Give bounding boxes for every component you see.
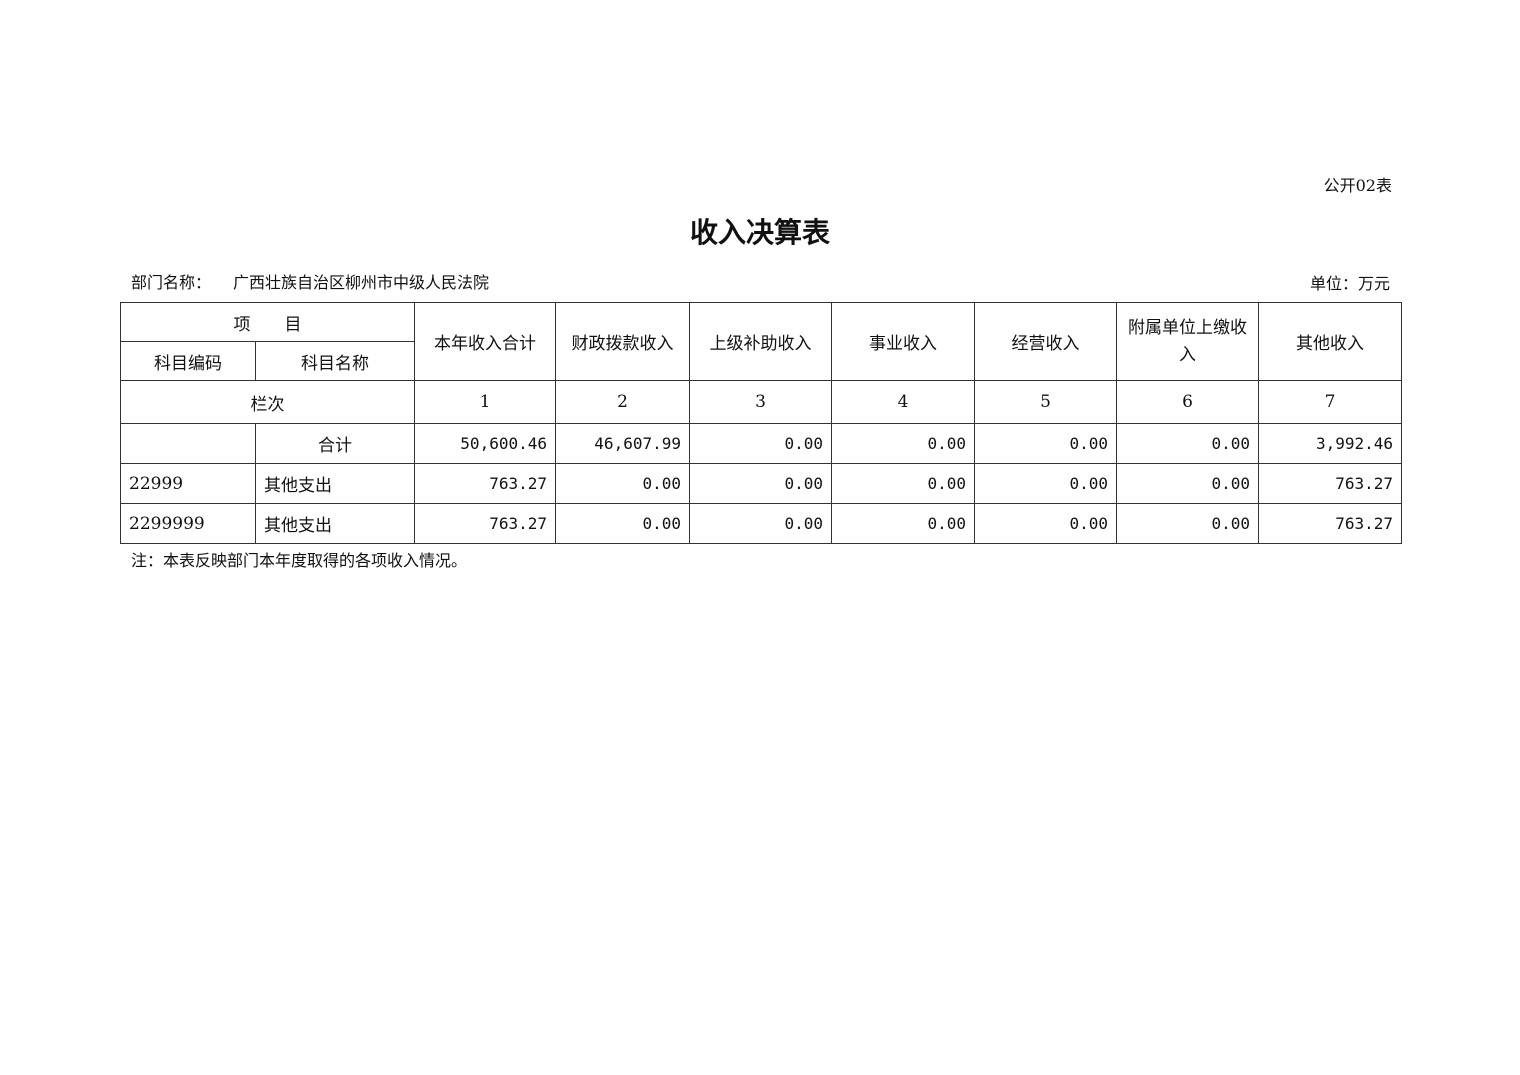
value-cell: 0.00 — [555, 463, 690, 504]
header-col: 其他收入 — [1258, 302, 1402, 381]
value-cell: 0.00 — [689, 423, 832, 464]
value-cell: 0.00 — [1116, 463, 1259, 504]
header-row: 科目编码 科目名称 — [120, 341, 1402, 381]
header-row: 项 目 本年收入合计 财政拨款收入 上级补助收入 事业收入 经营收入 附属单位上… — [120, 302, 1402, 381]
value-cell: 0.00 — [974, 423, 1117, 464]
value-cell: 763.27 — [414, 463, 556, 504]
value-cell: 0.00 — [974, 503, 1117, 544]
value-cell: 763.27 — [1258, 503, 1402, 544]
department-label: 部门名称： — [131, 273, 212, 292]
seq-cell: 3 — [689, 380, 832, 424]
seq-cell: 1 — [414, 380, 556, 424]
header-item: 项 目 — [120, 302, 415, 342]
department-value: 广西壮族自治区柳州市中级人民法院 — [233, 273, 490, 292]
value-cell: 50,600.46 — [414, 423, 556, 464]
value-cell: 763.27 — [1258, 463, 1402, 504]
table-row: 22999 其他支出 763.27 0.00 0.00 0.00 0.00 0.… — [120, 463, 1402, 504]
table-note: 注：本表反映部门本年度取得的各项收入情况。 — [131, 551, 468, 570]
header-col: 本年收入合计 — [414, 302, 556, 381]
code-cell: 22999 — [120, 463, 256, 504]
value-cell: 0.00 — [831, 423, 975, 464]
name-cell: 合计 — [255, 423, 415, 464]
value-cell: 0.00 — [689, 503, 832, 544]
header-col: 上级补助收入 — [689, 302, 832, 381]
page-title: 收入决算表 — [689, 216, 830, 249]
table-row: 2299999 其他支出 763.27 0.00 0.00 0.00 0.00 … — [120, 503, 1402, 544]
seq-cell: 4 — [831, 380, 975, 424]
header-col: 经营收入 — [974, 302, 1117, 381]
income-table: 项 目 本年收入合计 财政拨款收入 上级补助收入 事业收入 经营收入 附属单位上… — [120, 302, 1402, 544]
header-col: 财政拨款收入 — [555, 302, 690, 381]
header-col: 事业收入 — [831, 302, 975, 381]
value-cell: 46,607.99 — [555, 423, 690, 464]
value-cell: 0.00 — [831, 463, 975, 504]
value-cell: 0.00 — [689, 463, 832, 504]
value-cell: 0.00 — [831, 503, 975, 544]
value-cell: 3,992.46 — [1258, 423, 1402, 464]
header-code: 科目编码 — [120, 341, 256, 381]
value-cell: 763.27 — [414, 503, 556, 544]
code-cell: 2299999 — [120, 503, 256, 544]
header-col: 附属单位上缴收入 — [1116, 302, 1259, 381]
value-cell: 0.00 — [555, 503, 690, 544]
department: 部门名称： 广西壮族自治区柳州市中级人民法院 — [131, 269, 489, 293]
value-cell: 0.00 — [1116, 503, 1259, 544]
seq-cell: 5 — [974, 380, 1117, 424]
seq-row: 栏次 1 2 3 4 5 6 7 — [120, 380, 1402, 424]
header-name: 科目名称 — [255, 341, 415, 381]
table-row: 合计 50,600.46 46,607.99 0.00 0.00 0.00 0.… — [120, 423, 1402, 464]
code-cell — [120, 423, 256, 464]
form-number: 公开02表 — [1323, 176, 1392, 195]
unit-label: 单位：万元 — [1309, 274, 1390, 293]
seq-label: 栏次 — [120, 380, 415, 424]
seq-cell: 2 — [555, 380, 690, 424]
seq-cell: 7 — [1258, 380, 1402, 424]
name-cell: 其他支出 — [255, 463, 415, 504]
value-cell: 0.00 — [1116, 423, 1259, 464]
value-cell: 0.00 — [974, 463, 1117, 504]
seq-cell: 6 — [1116, 380, 1259, 424]
name-cell: 其他支出 — [255, 503, 415, 544]
